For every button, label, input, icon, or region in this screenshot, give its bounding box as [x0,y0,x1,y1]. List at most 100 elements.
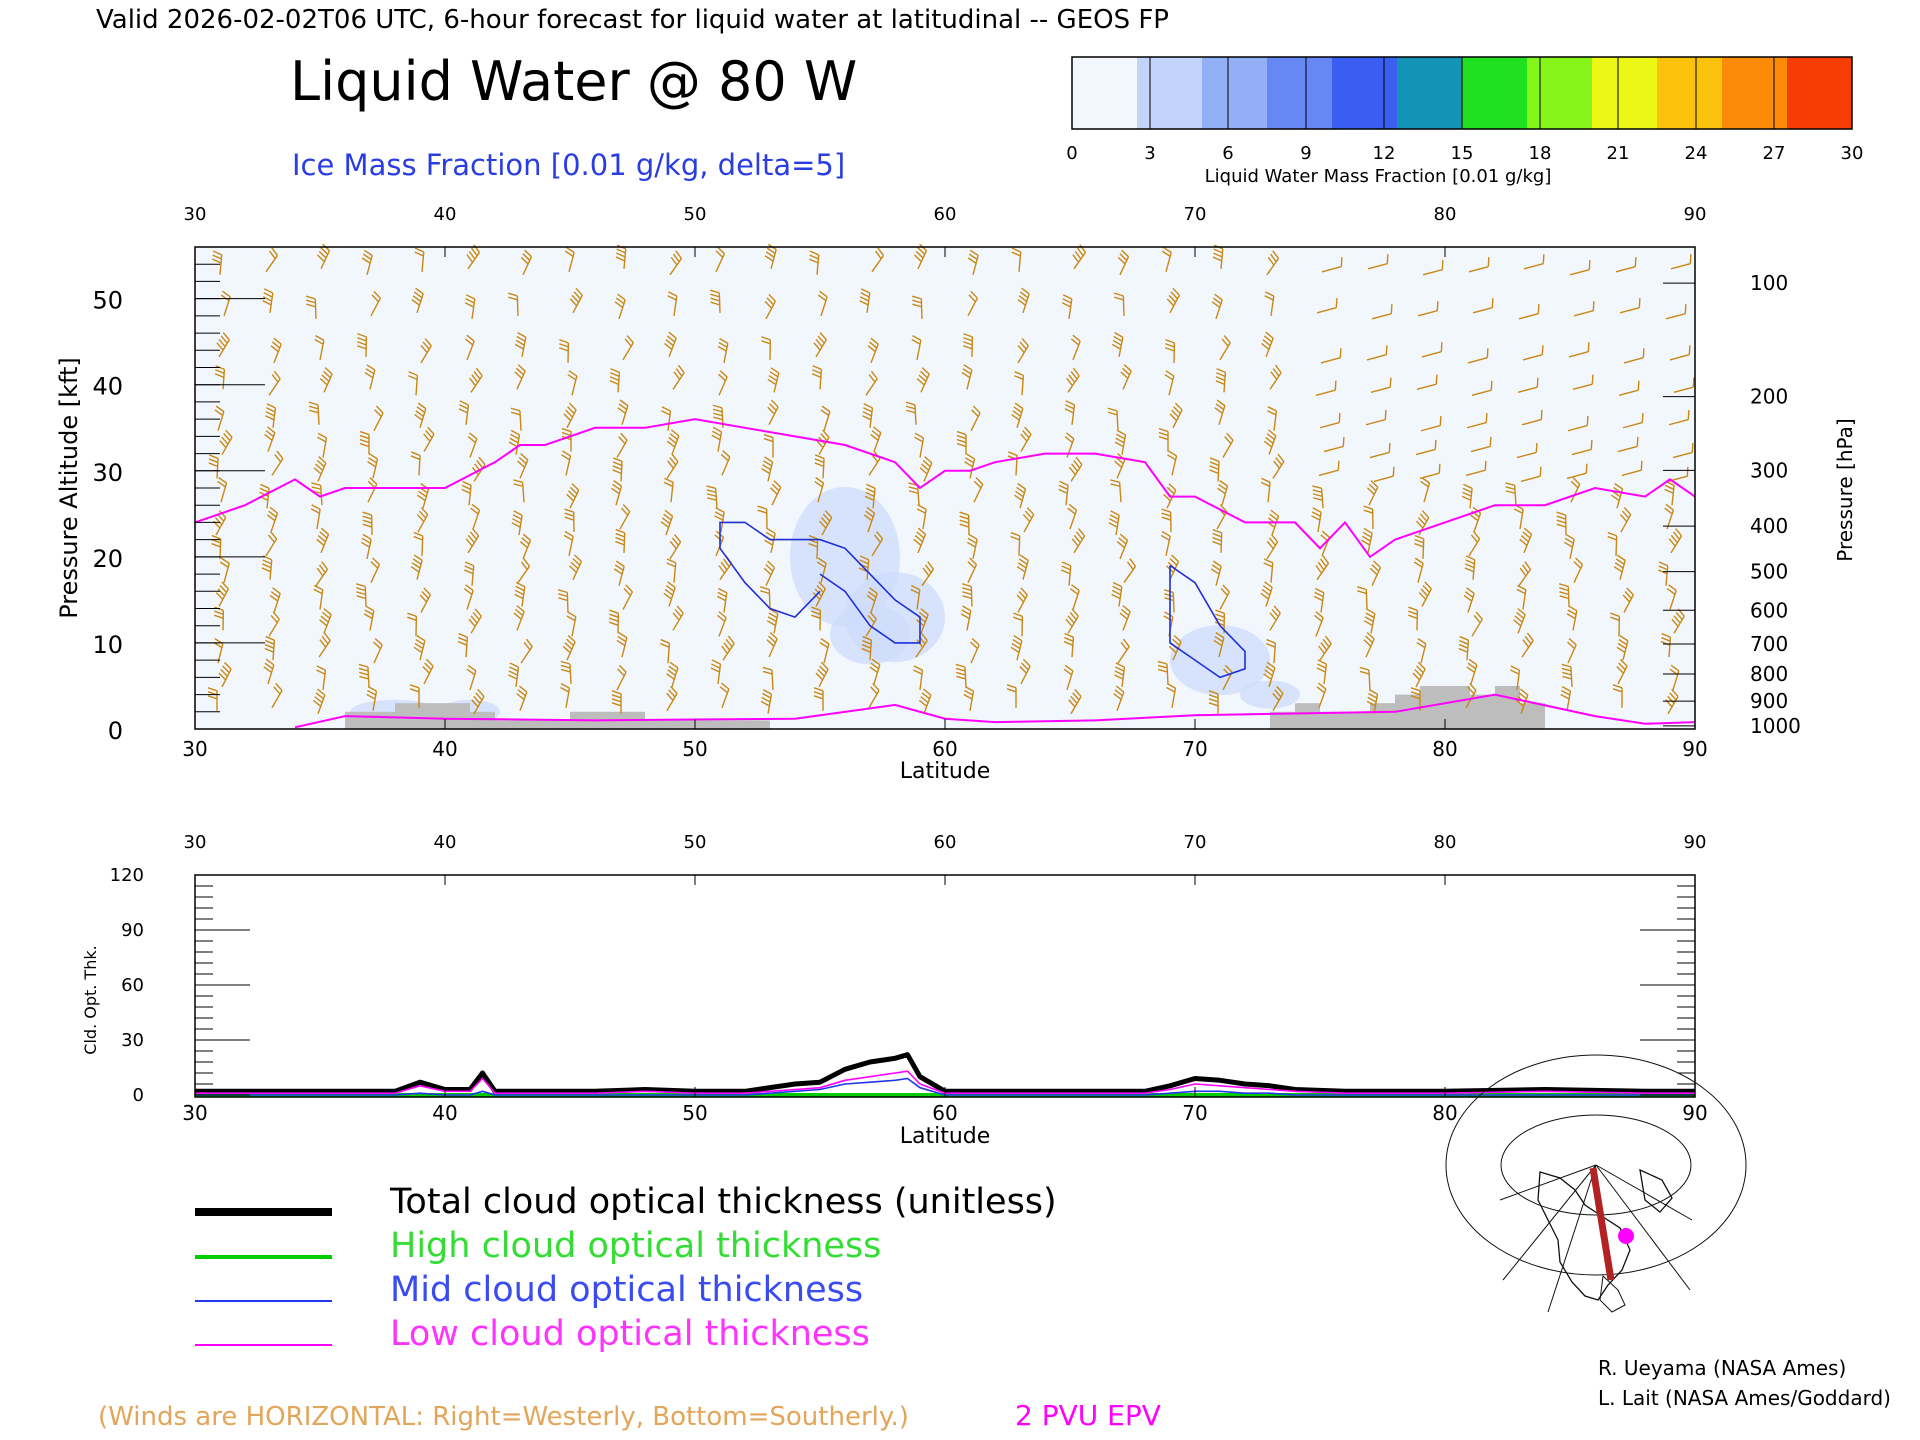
wind-barb [409,684,420,708]
y2-tick-label: 900 [1750,689,1788,713]
wind-barb [264,635,276,661]
wind-barb [859,288,871,313]
wind-barb [265,403,277,428]
wind-barb [1569,260,1591,276]
wind-barb [1673,377,1695,393]
wind-barb [963,685,975,711]
wind-barb [1523,254,1545,270]
y-tick-label: 10 [92,631,123,659]
wind-barb [559,339,570,363]
wind-barb [1117,249,1130,276]
wind-barb [1416,638,1427,664]
wind-barb [1212,244,1224,269]
credit-lait: L. Lait (NASA Ames/Goddard) [1598,1386,1891,1410]
wind-barb [813,332,827,358]
wind-barb [264,426,276,452]
wind-barb [423,426,435,452]
wind-barb [814,477,825,503]
colorbar-segment [1137,57,1203,129]
wind-barb [1272,685,1284,712]
winds-note: (Winds are HORIZONTAL: Right=Westerly, B… [98,1402,909,1432]
wind-barb [1108,510,1120,536]
wind-barb [766,631,778,658]
wind-barb [914,243,928,270]
wind-barb [414,247,425,272]
terrain-block [645,720,670,729]
wind-barb [422,658,434,685]
wind-barb [1164,370,1175,396]
wind-barb [1370,377,1392,393]
wind-barb [867,337,879,364]
wind-barb [370,557,381,583]
wind-barb [1161,508,1172,533]
wind-barb [356,333,368,357]
legend-label-mid: Mid cloud optical thickness [390,1270,863,1310]
wind-barb [811,606,822,631]
x-tick-label: 80 [1432,737,1457,761]
wind-barb [1219,335,1231,361]
wind-barb [316,665,327,691]
wind-barb [1123,558,1137,584]
terrain-block [445,703,470,729]
wind-barb [769,480,782,506]
wind-barb [1367,254,1389,270]
x-tick-label: 50 [682,1101,707,1125]
wind-barb [664,331,677,358]
x-tick-label-top: 80 [1434,832,1457,853]
wind-barb [319,367,333,393]
wind-barb [360,533,372,560]
terrain-block [395,703,420,729]
wind-barb [1261,331,1274,358]
wind-barb [408,371,419,396]
wind-barb [410,451,421,476]
wind-barb [318,632,331,658]
wind-barb [862,403,874,428]
wind-barb [562,634,576,661]
y-axis-label: Cld. Opt. Thk. [81,945,100,1054]
wind-barb [1571,439,1593,456]
wind-barb [1107,407,1119,431]
y-tick-label: 30 [92,459,123,487]
colorbar-segment [1722,57,1788,129]
wind-barb [1420,477,1431,503]
wind-barb [967,249,979,276]
wind-barb [315,561,329,587]
wind-barb [609,368,621,393]
wind-barb [858,555,870,580]
wind-barb [1011,247,1022,272]
wind-barb [669,534,682,560]
wind-barb [1064,400,1076,425]
wind-barb [407,612,418,637]
wind-barb [1415,510,1430,536]
wind-barb [865,611,877,637]
wind-barb [865,370,878,396]
wind-barb [1260,581,1273,607]
wind-barb [1263,429,1277,455]
wind-barb [265,531,278,557]
wind-barb [461,480,472,506]
wind-barb [1063,664,1074,691]
wind-barb [510,407,522,431]
wind-barb [217,477,228,503]
wind-barb [970,637,980,664]
x-axis-label: Latitude [900,759,991,784]
wind-barb [1071,528,1086,554]
wind-barb [208,454,219,479]
x-tick-label: 80 [1432,1101,1457,1125]
wind-barb [1560,685,1572,711]
wind-barb [1568,342,1590,358]
series-line-mid [195,1077,1695,1096]
page-title: Liquid Water @ 80 W [290,50,857,113]
wind-barb [1017,287,1030,314]
x-tick-label: 60 [932,1101,957,1125]
wind-barb [719,682,730,709]
wind-barb [660,509,674,536]
wind-barb [611,690,622,714]
wind-barb [616,632,628,658]
liquid-water-patch [830,604,910,665]
wind-barb [820,405,831,431]
wind-barb [508,292,519,316]
wind-barb [1666,584,1677,610]
wind-barb [1160,530,1171,557]
